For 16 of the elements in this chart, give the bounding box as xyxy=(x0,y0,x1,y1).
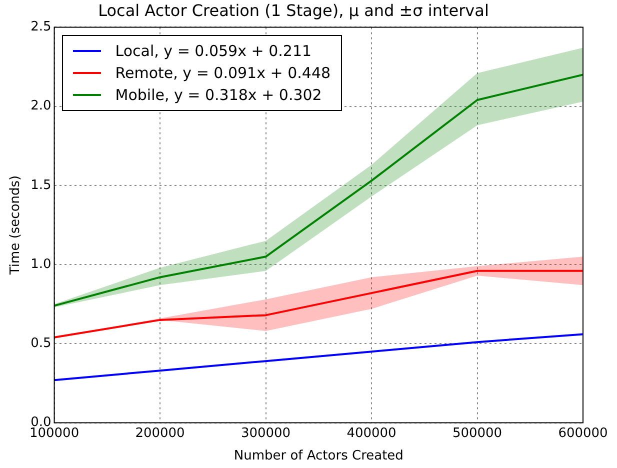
legend-label: Mobile, y = 0.318x + 0.302 xyxy=(114,85,323,106)
x-tick-label: 500000 xyxy=(452,426,502,441)
x-axis-title: Number of Actors Created xyxy=(234,448,404,464)
y-tick-label: 1.0 xyxy=(30,256,52,272)
x-tick-label: 300000 xyxy=(240,426,291,441)
y-tick-label: 2.5 xyxy=(30,20,52,35)
y-tick-label: 0.5 xyxy=(30,336,52,352)
legend-label: Local, y = 0.059x + 0.211 xyxy=(114,41,313,62)
y-tick-label: 1.5 xyxy=(30,178,52,193)
x-tick-label: 200000 xyxy=(135,426,185,441)
y-tick-label: 2.0 xyxy=(30,98,52,114)
legend-label: Remote, y = 0.091x + 0.448 xyxy=(114,63,331,84)
x-tick-label: 600000 xyxy=(558,426,608,441)
y-axis-title: Time (seconds) xyxy=(8,175,24,276)
chart-title: Local Actor Creation (1 Stage), μ and ±σ interval xyxy=(98,0,489,20)
x-tick-label: 400000 xyxy=(346,426,396,441)
